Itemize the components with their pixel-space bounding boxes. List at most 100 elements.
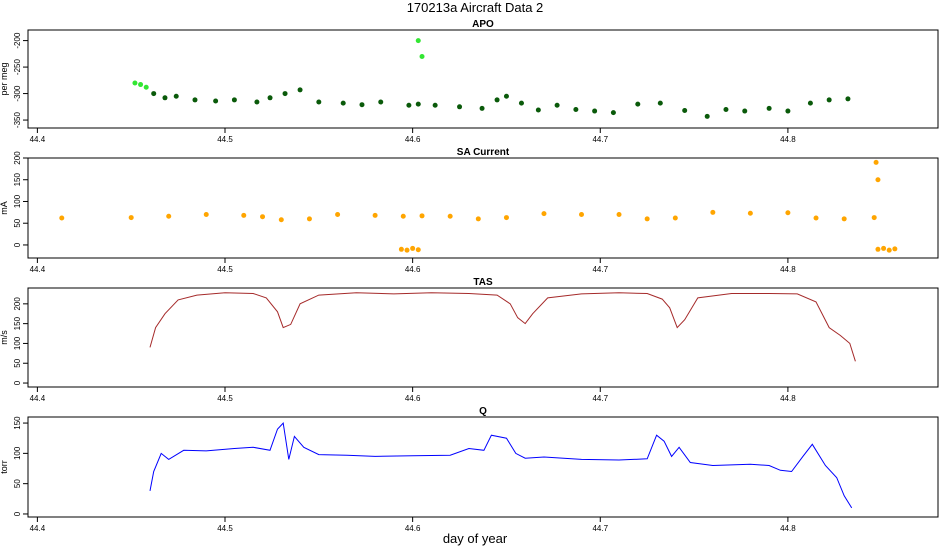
data-point — [138, 82, 144, 88]
x-tick-label: 44.5 — [217, 135, 233, 144]
y-tick-label: -200 — [13, 32, 22, 49]
data-point — [807, 100, 813, 106]
series-line — [149, 292, 856, 362]
data-point — [432, 102, 438, 108]
data-point — [616, 212, 622, 218]
data-point — [682, 108, 688, 114]
data-point — [213, 98, 219, 104]
data-point — [173, 93, 179, 99]
data-point — [704, 113, 710, 119]
chart-panels: APO per meg 44.4 44.5 44.6 44.7 44.8 -350 -300 -2… — [0, 19, 939, 533]
data-point — [151, 91, 157, 97]
data-point — [592, 108, 598, 114]
x-tick-label: 44.6 — [405, 524, 421, 533]
x-tick-label: 44.8 — [780, 265, 796, 274]
x-tick-label: 44.5 — [217, 265, 233, 274]
x-tick-label: 44.7 — [592, 524, 608, 533]
y-tick-label: 0 — [13, 380, 22, 385]
x-tick-label: 44.5 — [217, 394, 233, 403]
data-point — [813, 215, 819, 221]
y-tick-label: 50 — [13, 218, 22, 227]
main-title: 170213a Aircraft Data 2 — [407, 0, 544, 15]
data-point — [635, 101, 641, 107]
y-axis-label: per meg — [0, 62, 9, 95]
data-point — [378, 99, 384, 105]
data-point — [297, 87, 303, 93]
data-point — [166, 213, 172, 219]
data-point — [457, 104, 463, 110]
data-point — [419, 213, 425, 219]
data-point — [886, 247, 892, 253]
y-tick-label: 0 — [13, 511, 22, 516]
y-tick-label: -350 — [13, 111, 22, 128]
panel-0: APO per meg 44.4 44.5 44.6 44.7 44.8 -350 -300 -2… — [0, 19, 939, 144]
x-tick-label: 44.7 — [592, 135, 608, 144]
data-point — [162, 95, 168, 101]
data-point — [479, 105, 485, 111]
y-tick-label: 50 — [13, 479, 22, 488]
y-axis-label: torr — [0, 460, 9, 474]
y-tick-label: 200 — [13, 151, 22, 165]
data-point — [419, 53, 425, 59]
y-axis-label: mA — [0, 201, 9, 215]
data-point — [710, 209, 716, 215]
y-tick-label: 0 — [13, 242, 22, 247]
y-axis-label: m/s — [0, 330, 9, 345]
data-point — [59, 215, 65, 221]
data-point — [494, 97, 500, 103]
data-point — [535, 107, 541, 113]
y-tick-label: 50 — [13, 358, 22, 367]
data-point — [881, 245, 887, 251]
panel-1: SA Current mA 44.4 44.5 44.6 44.7 44.8 0 50 100 15… — [0, 147, 939, 274]
plot-frame — [27, 157, 939, 259]
data-point — [359, 102, 365, 108]
panel-title: TAS — [473, 277, 493, 288]
data-point — [415, 101, 421, 107]
data-point — [254, 99, 260, 105]
data-point — [447, 213, 453, 219]
data-point — [875, 177, 881, 183]
data-point — [132, 80, 138, 86]
data-point — [282, 91, 288, 97]
data-point — [372, 212, 378, 218]
x-tick-label: 44.6 — [405, 265, 421, 274]
panel-title: APO — [472, 19, 494, 30]
y-tick-label: 100 — [13, 446, 22, 460]
data-point — [241, 212, 247, 218]
data-point — [410, 245, 416, 251]
data-point — [873, 159, 879, 165]
data-point — [747, 210, 753, 216]
plot-frame — [27, 287, 939, 388]
data-point — [573, 106, 579, 112]
data-point — [672, 215, 678, 221]
data-point — [503, 93, 509, 99]
data-point — [841, 216, 847, 222]
data-point — [192, 97, 198, 103]
data-point — [723, 106, 729, 112]
y-tick-label: 100 — [13, 336, 22, 350]
plot-frame — [27, 416, 939, 518]
data-point — [871, 215, 877, 221]
data-point — [398, 246, 404, 252]
data-point — [875, 246, 881, 252]
x-tick-label: 44.5 — [217, 524, 233, 533]
data-point — [415, 247, 421, 253]
data-point — [785, 108, 791, 114]
x-tick-label: 44.8 — [780, 524, 796, 533]
data-point — [742, 108, 748, 114]
data-point — [143, 84, 149, 90]
plot-frame — [27, 29, 939, 129]
panel-2: TAS m/s 44.4 44.5 44.6 44.7 44.8 0 50 100 150 200 — [0, 277, 939, 403]
data-point — [306, 216, 312, 222]
data-point — [503, 215, 509, 221]
data-point — [785, 210, 791, 216]
data-point — [644, 216, 650, 222]
data-point — [260, 214, 266, 220]
y-tick-label: 150 — [13, 416, 22, 430]
data-point — [475, 216, 481, 222]
x-tick-label: 44.8 — [780, 135, 796, 144]
data-point — [415, 38, 421, 44]
y-tick-label: 200 — [13, 297, 22, 311]
data-point — [231, 97, 237, 103]
data-point — [340, 100, 346, 106]
